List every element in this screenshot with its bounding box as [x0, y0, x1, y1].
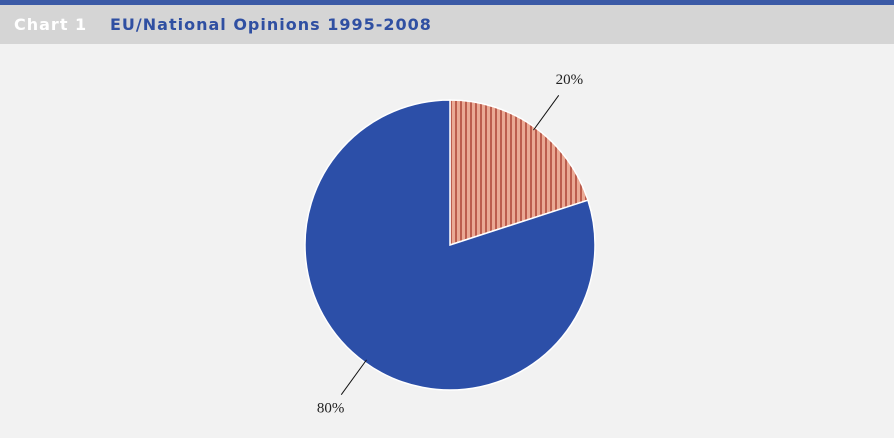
data-label: 80% [317, 401, 345, 417]
leader-line [340, 359, 367, 395]
header: Chart 1 EU/National Opinions 1995-2008 [0, 5, 894, 44]
chart-title: EU/National Opinions 1995-2008 [110, 15, 432, 34]
top-bar [0, 0, 894, 5]
chart: 20% 80% [304, 72, 596, 417]
data-label: 20% [556, 72, 584, 88]
chart-label: Chart 1 [14, 15, 88, 34]
leader-line [533, 95, 560, 131]
